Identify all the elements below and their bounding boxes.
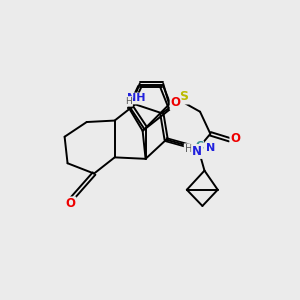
Text: O: O xyxy=(171,96,181,110)
Text: N: N xyxy=(192,145,202,158)
Text: N: N xyxy=(206,142,216,153)
Text: H: H xyxy=(125,97,132,106)
Text: O: O xyxy=(65,197,76,210)
Text: O: O xyxy=(230,132,240,145)
Text: NH: NH xyxy=(128,94,146,103)
Text: C: C xyxy=(195,142,203,152)
Text: S: S xyxy=(179,91,188,103)
Text: H: H xyxy=(184,144,192,154)
